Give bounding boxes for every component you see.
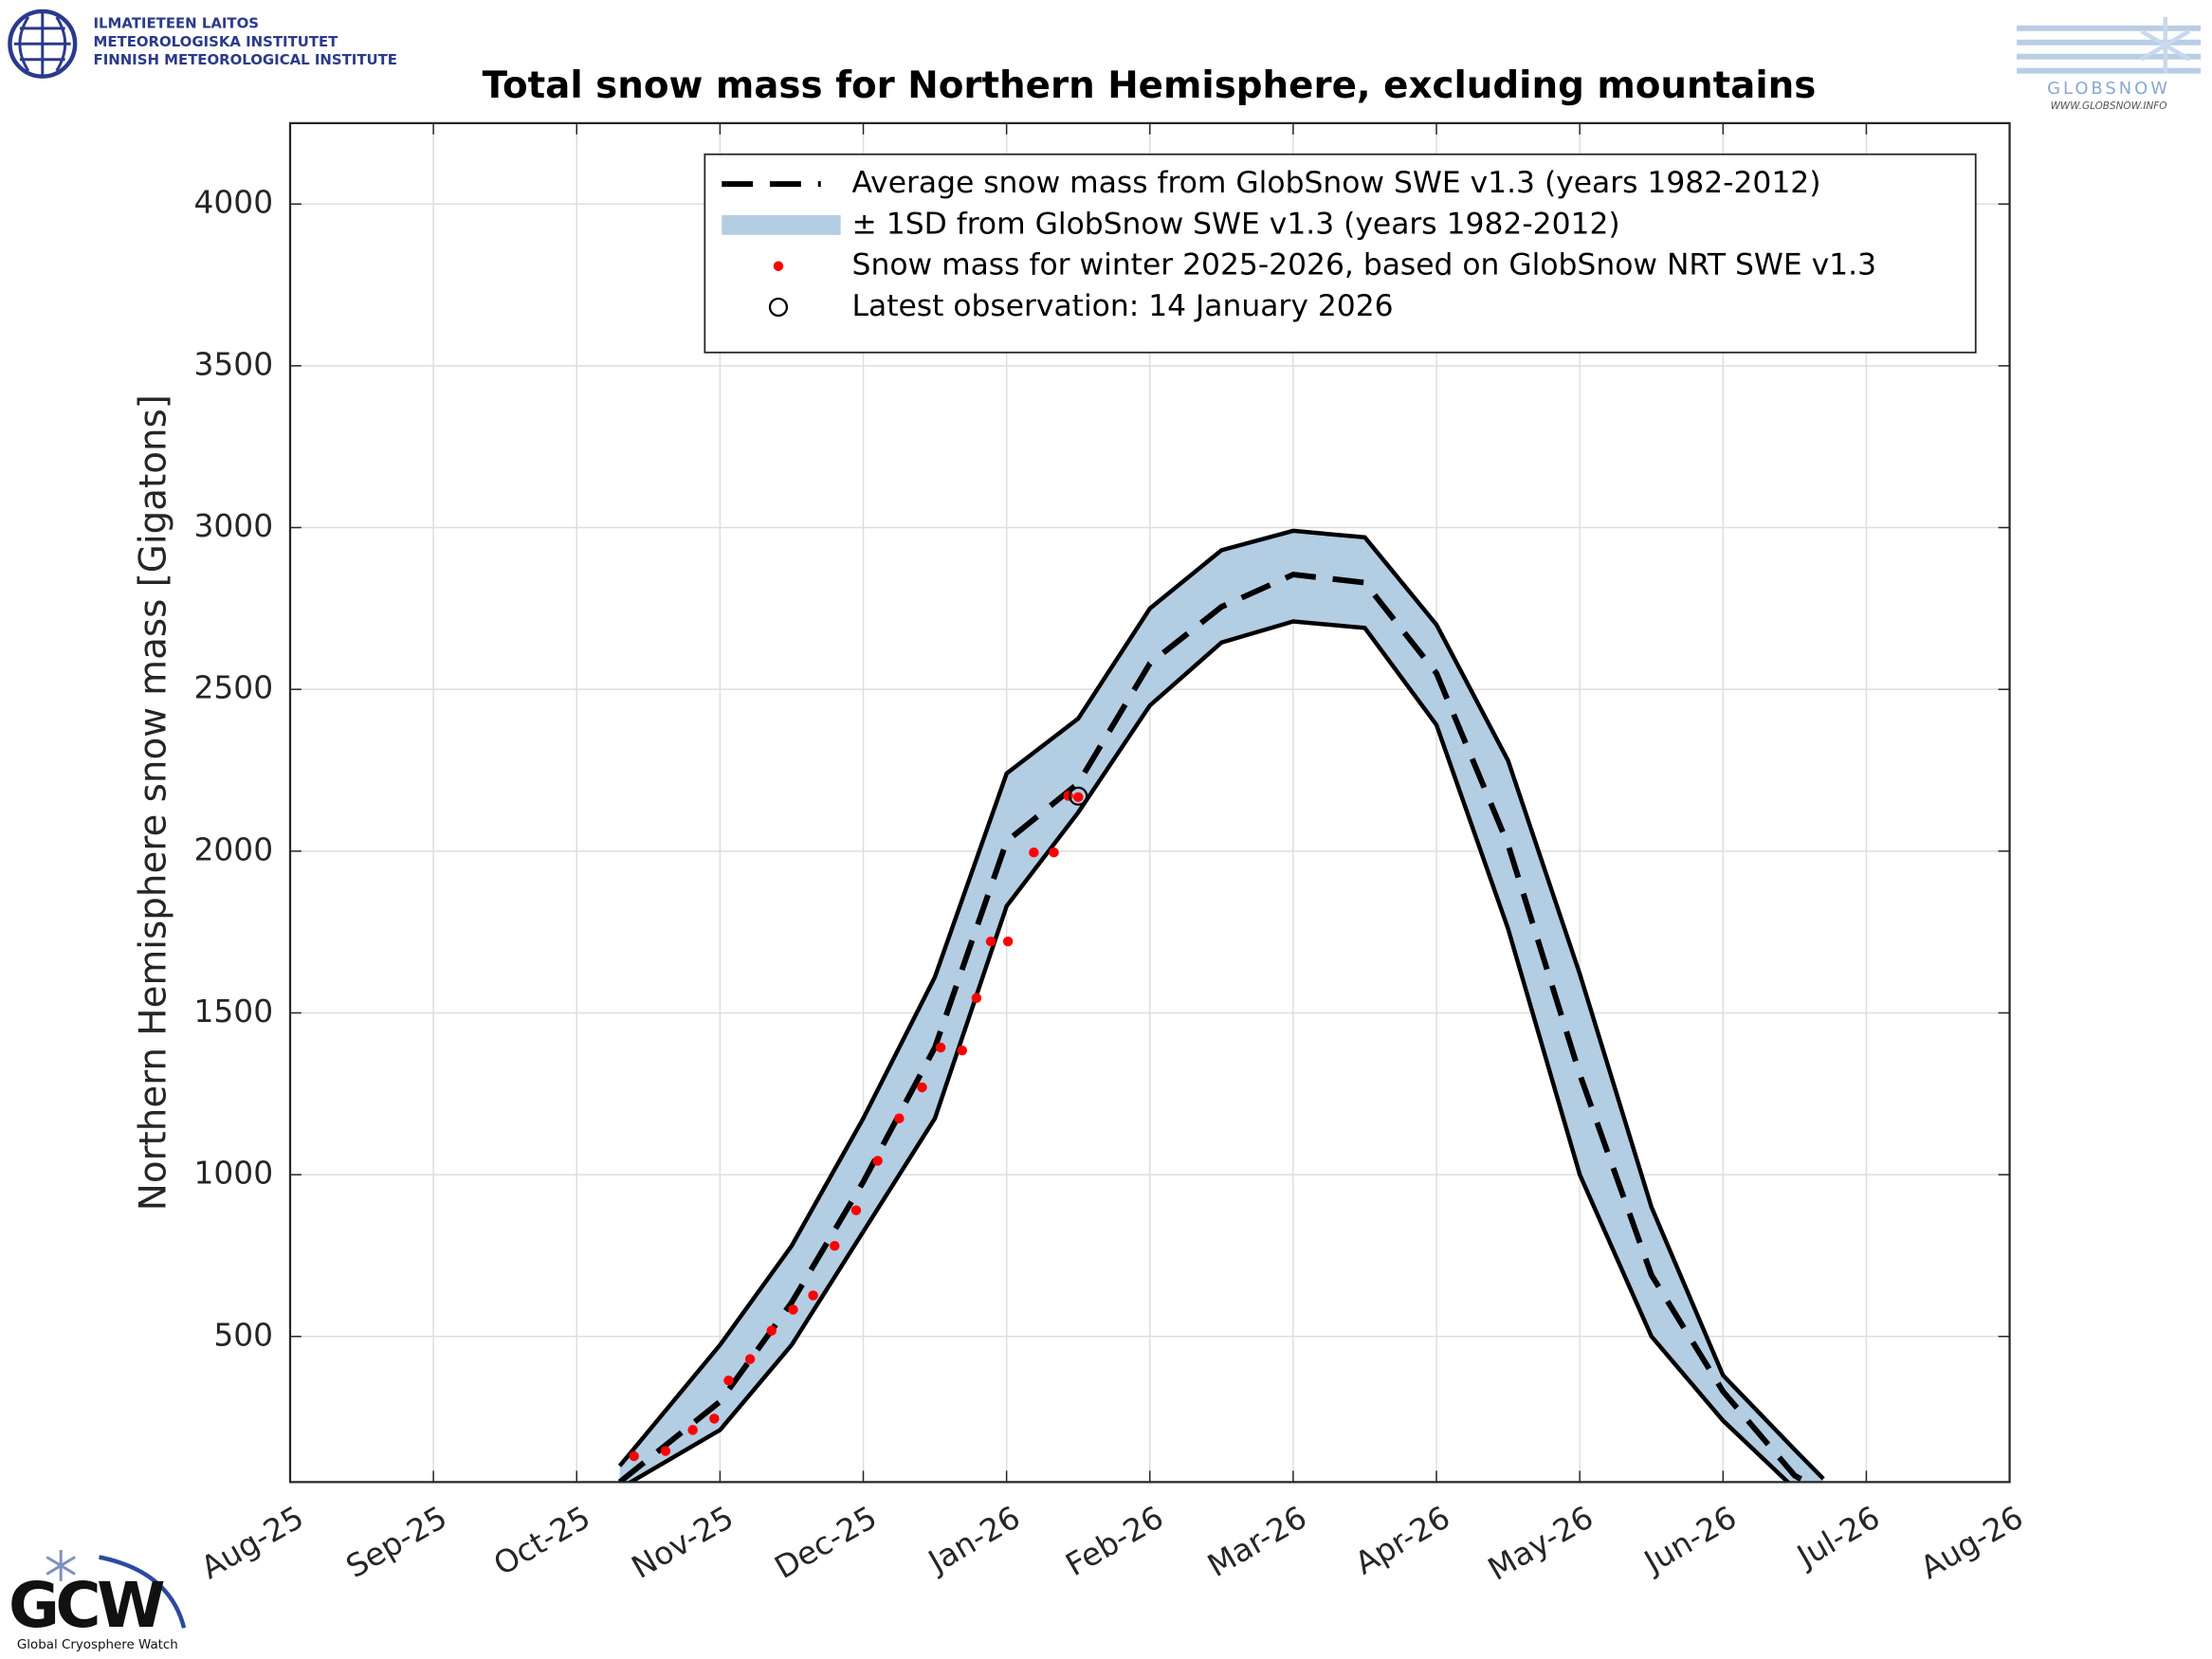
observation-dot bbox=[1049, 847, 1059, 858]
observation-dot bbox=[1072, 792, 1084, 803]
observation-dot bbox=[935, 1042, 946, 1053]
sd-upper-line bbox=[617, 528, 1825, 1481]
legend-label: Average snow mass from GlobSnow SWE v1.3… bbox=[852, 166, 1821, 200]
y-tick-label: 3000 bbox=[194, 508, 274, 544]
globsnow-url: WWW.GLOBSNOW.INFO bbox=[2051, 100, 2167, 112]
observation-dot bbox=[872, 1156, 883, 1166]
legend-swatch bbox=[722, 214, 841, 235]
gcw-logo: GCW Global Cryosphere Watch bbox=[9, 1550, 187, 1652]
observation-dot bbox=[830, 1240, 840, 1251]
chart-title: Total snow mass for Northern Hemisphere,… bbox=[483, 64, 1817, 107]
legend-swatch bbox=[768, 297, 789, 318]
x-tick-label: Nov-25 bbox=[626, 1499, 740, 1585]
x-tick-label: Oct-25 bbox=[487, 1499, 596, 1582]
legend-swatch bbox=[773, 261, 784, 271]
observation-dot bbox=[687, 1425, 698, 1435]
observation-dot bbox=[894, 1113, 905, 1123]
plot-frame bbox=[288, 121, 2011, 1484]
y-tick-label: 3500 bbox=[194, 346, 274, 382]
observation-dot bbox=[629, 1450, 639, 1462]
gcw-subtext: Global Cryosphere Watch bbox=[17, 1638, 178, 1652]
x-tick-label: Apr-26 bbox=[1349, 1499, 1456, 1581]
gcw-text: GCW bbox=[9, 1570, 164, 1642]
x-tick-label: Feb-26 bbox=[1060, 1499, 1170, 1583]
y-tick-label: 1500 bbox=[194, 994, 274, 1030]
sd-band bbox=[619, 530, 1824, 1483]
x-tick-label: Aug-26 bbox=[1914, 1499, 2029, 1586]
observation-dot bbox=[808, 1290, 818, 1301]
legend-label: Snow mass for winter 2025-2026, based on… bbox=[852, 248, 1876, 283]
observation-dot bbox=[788, 1304, 798, 1315]
observation-dot bbox=[957, 1045, 968, 1056]
x-tick-label: Jul-26 bbox=[1790, 1499, 1886, 1576]
fmi-text: ILMATIETEEN LAITOS bbox=[94, 14, 259, 31]
y-axis-label: Northern Hemisphere snow mass [Gigatons] bbox=[133, 394, 175, 1211]
globsnow-text: GLOBSNOW bbox=[2047, 79, 2170, 99]
mean-line bbox=[617, 572, 1812, 1483]
observation-dot bbox=[1002, 936, 1014, 947]
observation-dot bbox=[985, 936, 996, 947]
x-tick-label: May-26 bbox=[1482, 1499, 1600, 1587]
y-tick-label: 2000 bbox=[194, 831, 274, 867]
fmi-text: METEOROLOGISKA INSTITUTET bbox=[94, 33, 339, 50]
y-tick-label: 500 bbox=[213, 1317, 273, 1353]
x-tick-label: Mar-26 bbox=[1201, 1499, 1312, 1584]
x-tick-label: Aug-25 bbox=[195, 1499, 310, 1586]
y-tick-label: 4000 bbox=[194, 185, 274, 221]
legend-label: Latest observation: 14 January 2026 bbox=[852, 289, 1394, 323]
observation-dot bbox=[660, 1446, 671, 1456]
observation-dot bbox=[850, 1205, 862, 1215]
legend-box bbox=[704, 153, 1977, 354]
observation-dot bbox=[766, 1325, 777, 1336]
observation-dot bbox=[723, 1375, 734, 1386]
fmi-logo: ILMATIETEEN LAITOS METEOROLOGISKA INSTIT… bbox=[8, 9, 397, 79]
x-tick-label: Sep-25 bbox=[340, 1499, 453, 1585]
x-tick-label: Jan-26 bbox=[921, 1499, 1026, 1580]
x-tick-label: Jun-26 bbox=[1636, 1499, 1743, 1580]
globsnow-logo: GLOBSNOW WWW.GLOBSNOW.INFO bbox=[2017, 16, 2202, 112]
observation-dot bbox=[917, 1082, 927, 1093]
y-tick-label: 1000 bbox=[194, 1156, 274, 1192]
plot-area bbox=[617, 528, 1825, 1483]
legend: Average snow mass from GlobSnow SWE v1.3… bbox=[704, 153, 1977, 354]
sd-lower-line bbox=[626, 619, 1791, 1483]
legend-label: ± 1SD from GlobSnow SWE v1.3 (years 1982… bbox=[852, 207, 1620, 241]
observation-dot bbox=[971, 993, 982, 1003]
observation-dot bbox=[1029, 847, 1039, 858]
fmi-text: FINNISH METEOROLOGICAL INSTITUTE bbox=[94, 51, 397, 68]
y-tick-label: 2500 bbox=[194, 670, 274, 706]
x-tick-label: Dec-25 bbox=[769, 1499, 883, 1586]
observation-dot bbox=[709, 1413, 720, 1424]
latest-observation bbox=[1069, 786, 1088, 806]
observation-dot bbox=[744, 1354, 756, 1364]
